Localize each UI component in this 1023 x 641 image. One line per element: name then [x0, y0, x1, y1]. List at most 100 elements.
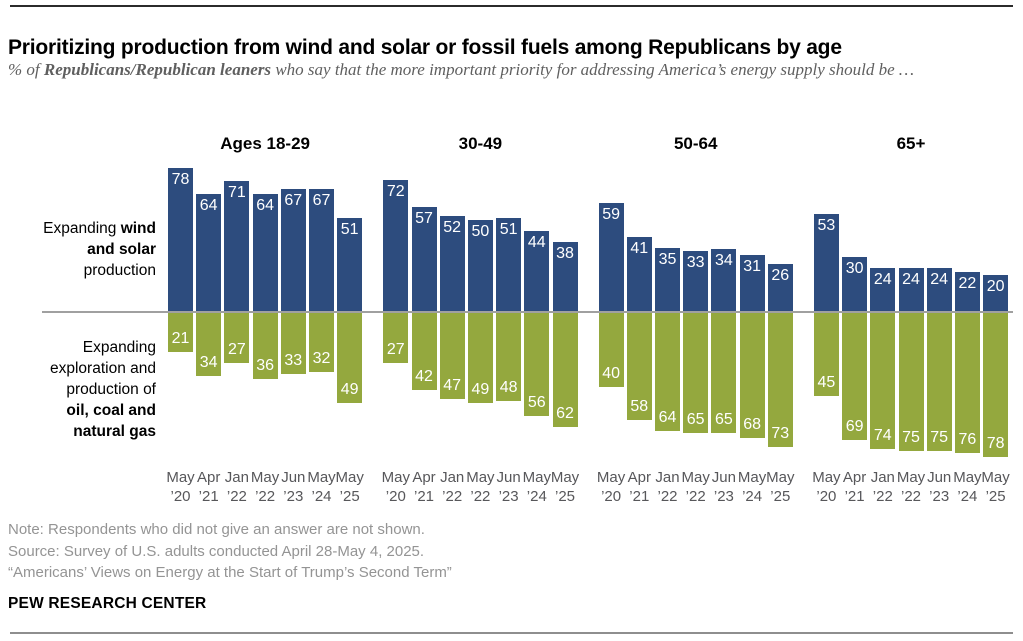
bar-fossil-fuels	[870, 313, 896, 449]
bar-wind-solar	[711, 249, 737, 312]
side-label-line: production of	[66, 381, 156, 398]
tick-month: Jan	[870, 469, 895, 486]
bar-fossil-fuels	[926, 313, 952, 451]
bar-fossil-fuels	[954, 313, 980, 453]
tick-year: ’20	[601, 488, 622, 505]
bar-value-fossil-fuels: 65	[686, 411, 705, 428]
bottom-rule	[10, 632, 1013, 634]
bar-wind-solar	[813, 214, 839, 312]
bar-fossil-fuels	[337, 313, 363, 403]
bar-wind-solar	[252, 194, 278, 312]
bar-wind-solar	[954, 272, 980, 312]
tick-month: May	[812, 469, 841, 486]
tick-month: Jan	[655, 469, 680, 486]
tick-year: ’22	[442, 488, 463, 505]
tick-month: Jun	[711, 469, 736, 486]
bar-value-wind-solar: 53	[817, 217, 836, 234]
bar-wind-solar	[224, 181, 250, 312]
subtitle-prefix: % of	[8, 60, 44, 79]
bar-value-fossil-fuels: 69	[845, 418, 864, 435]
tick-month: Jan	[224, 469, 249, 486]
bar-wind-solar	[383, 180, 409, 312]
group-header-65+: 65+	[896, 134, 926, 153]
tick-month: Jun	[281, 469, 306, 486]
side-label-line: exploration and	[50, 360, 156, 377]
tick-year: ’25	[770, 488, 791, 505]
bar-value-fossil-fuels: 64	[658, 409, 677, 426]
bar-wind-solar	[983, 275, 1009, 312]
tick-year: ’25	[554, 488, 576, 505]
bar-value-wind-solar: 51	[340, 221, 359, 238]
bar-value-wind-solar: 26	[771, 267, 790, 284]
tick-month: Apr	[627, 469, 651, 486]
tick-month: Apr	[197, 469, 221, 486]
tick-year: ’20	[816, 488, 837, 505]
source-line: Source: Survey of U.S. adults conducted …	[8, 542, 425, 560]
tick-month: Jan	[440, 469, 465, 486]
bar-wind-solar	[926, 268, 952, 312]
bar-wind-solar	[898, 268, 924, 312]
tick-year: ’24	[526, 488, 547, 505]
bar-wind-solar	[842, 257, 868, 312]
bar-value-fossil-fuels: 21	[171, 330, 190, 347]
bar-value-fossil-fuels: 56	[527, 394, 546, 411]
bar-value-wind-solar: 24	[873, 271, 892, 288]
tick-year: ’22	[470, 488, 491, 505]
tick-month: May	[981, 469, 1010, 486]
group-header-50-64: 50-64	[673, 134, 718, 153]
bar-fossil-fuels	[168, 313, 193, 352]
tick-month: May	[681, 469, 710, 486]
bar-fossil-fuels	[411, 313, 437, 390]
tick-month: May	[596, 469, 626, 486]
bar-value-fossil-fuels: 76	[958, 431, 977, 448]
bar-wind-solar	[655, 248, 680, 312]
tick-year: ’25	[339, 488, 360, 505]
bar-value-wind-solar: 59	[602, 206, 620, 223]
chart-title: Prioritizing production from wind and so…	[8, 36, 842, 60]
footnotes: Note: Respondents who did not give an an…	[8, 519, 452, 584]
bar-wind-solar	[552, 242, 578, 312]
top-rule	[10, 5, 1013, 7]
bar-value-wind-solar: 22	[958, 275, 977, 292]
subtitle-suffix: who say that the more important priority…	[271, 60, 915, 79]
bar-value-wind-solar: 31	[743, 258, 761, 275]
bar-fossil-fuels	[898, 313, 924, 451]
bar-wind-solar	[767, 264, 793, 312]
bar-wind-solar	[683, 251, 709, 312]
tick-year: ’23	[498, 488, 519, 505]
bar-value-fossil-fuels: 68	[743, 416, 761, 433]
bar-wind-solar	[870, 268, 896, 312]
bar-value-fossil-fuels: 47	[443, 377, 462, 394]
bar-wind-solar	[411, 207, 437, 312]
group-header-ages-18-29: Ages 18-29	[220, 134, 310, 153]
bar-fossil-fuels	[739, 313, 765, 438]
bar-fossil-fuels	[224, 313, 250, 363]
bar-value-fossil-fuels: 65	[714, 411, 733, 428]
tick-month: May	[522, 469, 551, 486]
tick-month: May	[166, 469, 195, 486]
bar-fossil-fuels	[626, 313, 652, 420]
tick-year: ’23	[283, 488, 304, 505]
bar-value-wind-solar: 64	[199, 197, 218, 214]
bar-value-fossil-fuels: 34	[199, 354, 218, 371]
axis-label-fossil-fuels: Expanding exploration and production of oil…	[36, 337, 156, 442]
bar-value-fossil-fuels: 49	[471, 381, 490, 398]
bar-fossil-fuels	[280, 313, 306, 374]
bar-wind-solar	[626, 237, 652, 312]
side-label-line: and solar	[87, 241, 156, 258]
bar-value-wind-solar: 51	[499, 221, 518, 238]
zero-line	[42, 311, 1013, 313]
side-label-line: oil, coal and	[66, 402, 156, 419]
tick-month: May	[466, 469, 495, 486]
pew-research-center-brand: PEW RESEARCH CENTER	[8, 595, 207, 612]
tick-year: ’22	[872, 488, 893, 505]
bar-fossil-fuels	[813, 313, 839, 396]
tick-month: Jun	[496, 469, 521, 486]
axis-label-wind-solar: Expanding wind and solar production	[36, 218, 156, 281]
bar-wind-solar	[739, 255, 765, 312]
tick-month: May	[381, 469, 410, 486]
bar-wind-solar	[309, 189, 334, 312]
bar-value-fossil-fuels: 78	[986, 435, 1005, 452]
bar-value-wind-solar: 24	[902, 271, 920, 288]
